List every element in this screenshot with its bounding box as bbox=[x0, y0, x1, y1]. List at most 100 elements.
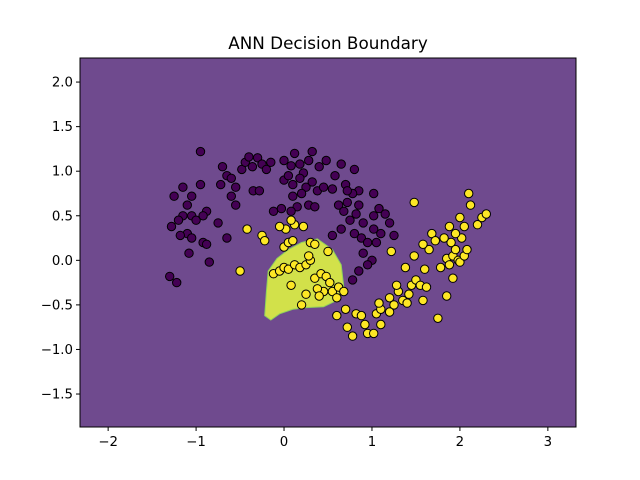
point-class1 bbox=[260, 236, 270, 246]
point-class1 bbox=[418, 239, 428, 250]
point-class0 bbox=[374, 203, 384, 214]
point-class0 bbox=[342, 186, 352, 196]
point-class1 bbox=[444, 260, 455, 270]
y-tick-label: 2.0 bbox=[52, 76, 73, 91]
point-class1 bbox=[472, 220, 483, 230]
point-class0 bbox=[178, 182, 188, 192]
point-class1 bbox=[439, 233, 449, 243]
point-class0 bbox=[376, 228, 386, 239]
point-class0 bbox=[345, 215, 355, 225]
chart-title: ANN Decision Boundary bbox=[228, 33, 428, 53]
point-class1 bbox=[409, 197, 419, 208]
point-class0 bbox=[289, 148, 300, 159]
point-class0 bbox=[318, 182, 329, 192]
y-tick-label: −0.5 bbox=[41, 298, 73, 313]
point-class1 bbox=[457, 233, 467, 243]
point-class0 bbox=[358, 248, 368, 258]
point-class0 bbox=[276, 203, 287, 214]
y-tick-label: −1.0 bbox=[41, 343, 73, 358]
point-class0 bbox=[369, 224, 379, 234]
point-class0 bbox=[231, 200, 241, 210]
point-class1 bbox=[386, 246, 396, 257]
point-class1 bbox=[296, 300, 307, 310]
point-class0 bbox=[187, 191, 197, 201]
point-class0 bbox=[362, 260, 373, 270]
point-class1 bbox=[464, 188, 474, 199]
point-class1 bbox=[400, 262, 411, 273]
point-class1 bbox=[384, 293, 395, 303]
y-tick-label: −1.5 bbox=[41, 388, 73, 403]
scatter-points bbox=[165, 146, 491, 341]
point-class1 bbox=[288, 236, 298, 246]
point-class0 bbox=[166, 221, 177, 232]
point-class0 bbox=[296, 188, 307, 199]
point-class0 bbox=[286, 206, 296, 217]
point-class0 bbox=[330, 171, 340, 181]
y-tick-label: 0.0 bbox=[52, 254, 73, 269]
y-axis: −1.5 −1.0 −0.5 0.0 0.5 1.0 1.5 2.0 bbox=[41, 76, 80, 403]
point-class0 bbox=[216, 179, 226, 190]
y-tick-label: 1.5 bbox=[52, 120, 73, 135]
point-class0 bbox=[301, 182, 311, 192]
point-class0 bbox=[226, 191, 237, 201]
point-class1 bbox=[356, 310, 367, 321]
point-class0 bbox=[286, 161, 296, 171]
point-class0 bbox=[310, 202, 320, 212]
point-class1 bbox=[332, 293, 342, 303]
point-class1 bbox=[435, 262, 446, 273]
decision-region-class0 bbox=[80, 58, 576, 427]
point-class1 bbox=[347, 331, 358, 341]
point-class0 bbox=[266, 157, 276, 168]
point-class1 bbox=[325, 277, 335, 288]
point-class0 bbox=[222, 233, 232, 243]
point-class0 bbox=[327, 230, 338, 241]
point-class1 bbox=[235, 266, 245, 276]
point-class0 bbox=[213, 218, 223, 228]
point-class1 bbox=[304, 251, 314, 261]
point-class0 bbox=[347, 275, 358, 285]
point-class0 bbox=[336, 159, 346, 169]
point-class1 bbox=[402, 298, 412, 308]
point-class0 bbox=[254, 186, 265, 196]
point-class0 bbox=[268, 206, 279, 217]
point-class0 bbox=[184, 248, 194, 258]
point-class0 bbox=[358, 218, 368, 228]
point-class1 bbox=[286, 215, 296, 225]
point-class1 bbox=[459, 221, 469, 232]
point-class1 bbox=[339, 286, 349, 297]
point-class1 bbox=[298, 221, 309, 232]
x-tick-label: 3 bbox=[544, 435, 552, 450]
point-class1 bbox=[420, 264, 430, 274]
point-class1 bbox=[462, 244, 472, 255]
point-class0 bbox=[172, 277, 182, 288]
x-tick-label: 2 bbox=[456, 435, 464, 450]
point-class0 bbox=[356, 233, 367, 243]
point-class0 bbox=[283, 171, 294, 181]
x-tick-label: 0 bbox=[280, 435, 288, 450]
point-class1 bbox=[409, 251, 419, 261]
point-class1 bbox=[433, 313, 443, 323]
point-class1 bbox=[374, 298, 384, 308]
point-class0 bbox=[182, 200, 193, 210]
point-class0 bbox=[261, 164, 272, 175]
point-class1 bbox=[274, 221, 285, 232]
point-class0 bbox=[226, 173, 237, 184]
point-class1 bbox=[455, 257, 465, 267]
x-tick-label: −1 bbox=[186, 435, 206, 450]
point-class1 bbox=[314, 291, 324, 301]
plot-frame bbox=[79, 57, 577, 428]
point-class0 bbox=[231, 182, 241, 192]
point-class0 bbox=[195, 179, 206, 190]
point-class1 bbox=[446, 237, 456, 248]
y-tick-label: 1.0 bbox=[52, 165, 73, 180]
point-class1 bbox=[424, 244, 434, 255]
point-class0 bbox=[369, 188, 379, 199]
point-class0 bbox=[195, 146, 206, 157]
point-class0 bbox=[198, 211, 208, 221]
point-class1 bbox=[327, 286, 338, 297]
point-class0 bbox=[342, 197, 352, 208]
point-class1 bbox=[360, 319, 370, 330]
point-class0 bbox=[327, 184, 338, 194]
point-class0 bbox=[339, 206, 349, 217]
point-class1 bbox=[332, 310, 342, 321]
